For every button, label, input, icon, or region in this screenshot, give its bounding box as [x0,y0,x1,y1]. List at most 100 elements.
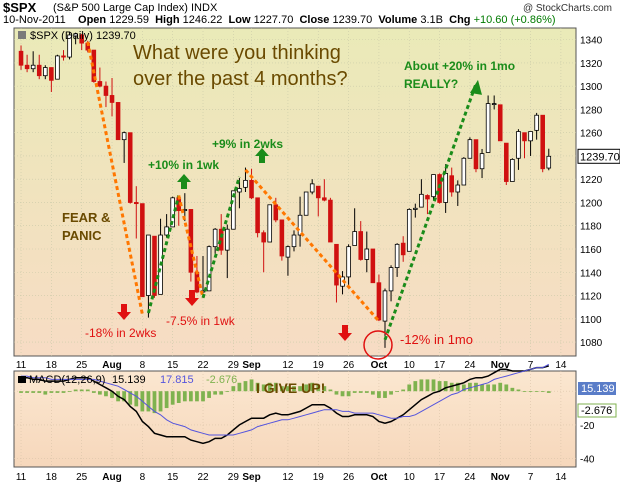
x-tick-label-macd: 29 [228,472,240,483]
histogram-bar [55,391,60,393]
histogram-bar [370,391,375,395]
candle-body [491,103,497,106]
macd-legend-hist: -2.676 [206,374,237,386]
candle-body [328,199,333,243]
histogram-bar [49,391,54,393]
candle-body [218,228,224,251]
candle-body [164,226,169,236]
histogram-bar [37,391,42,393]
candle-body [528,131,533,142]
down-trend-line-1 [86,41,144,315]
price-y-tick-label: 1200 [580,198,603,209]
candle-body [443,172,448,203]
fear-label-2: PANIC [62,228,102,243]
candle-body [413,207,418,210]
histogram-bar [334,391,339,395]
volume-value: 3.1B [420,14,443,26]
histogram-bar [243,381,248,392]
volume-label: Volume [378,14,418,26]
histogram-bar [340,391,345,397]
candle-body [297,214,303,236]
candle-body [188,209,194,273]
candle-body [261,232,266,243]
drop-arrow-1 [117,304,131,320]
histogram-bar [195,391,199,402]
candle-body [134,202,139,205]
histogram-bar [425,379,430,392]
histogram-bar [395,391,400,393]
histogram-bar [528,391,533,393]
candle-body [212,228,218,248]
high-value: 1246.22 [182,14,223,26]
up-trend-line-3 [383,83,478,341]
histogram-bar [267,382,272,392]
candle-body [109,95,115,103]
candle-body [346,246,351,278]
candle-body [334,243,339,286]
candle-body [291,234,297,248]
x-tick-label-price: 29 [228,360,240,371]
histogram-bar [364,391,369,393]
candle-body [370,248,376,284]
histogram-bar [534,391,539,393]
x-tick-label-macd: 12 [282,472,294,483]
histogram-bar [219,391,224,395]
price-y-tick-label: 1120 [580,292,602,303]
x-tick-label-macd: 14 [555,472,567,483]
histogram-bar [358,391,363,393]
histogram-bar [449,382,454,392]
candle-body [43,67,48,77]
x-tick-label-macd: 18 [46,472,58,483]
histogram-bar [383,391,387,398]
histogram-bar [249,379,254,392]
candle-body [255,197,260,234]
candle-body [449,175,454,193]
histogram-bar [98,391,102,395]
candle-body [79,34,84,44]
histogram-bar [61,391,66,393]
candle-body [55,55,60,80]
candle-body [267,204,273,243]
headline-line-1: What were you thinking [133,42,341,64]
histogram-bar [104,391,108,397]
histogram-bar [298,386,302,392]
histogram-bar [231,386,236,392]
histogram-bar [110,391,114,398]
symbol-label: $SPX [3,0,37,15]
drop-label-2: -7.5% in 1wk [166,314,236,328]
x-tick-label-macd: 26 [343,472,355,483]
candle-body [431,174,436,198]
candle-body [121,132,127,141]
macd-legend-label: MACD(12,26,9) [29,374,105,386]
histogram-bar [79,389,84,392]
histogram-bar [273,382,278,392]
price-y-tick-label: 1280 [580,105,603,116]
x-tick-label-price: 19 [313,360,325,371]
macd-y-tick-label: -20 [580,421,595,432]
x-tick-label-macd: 22 [197,472,209,483]
histogram-bar [134,391,139,407]
candle-body [455,184,461,193]
candle-body [194,271,200,293]
last-price-tag-box [577,148,620,164]
histogram-bar [146,391,151,412]
histogram-bar [486,384,490,392]
histogram-bar [480,384,484,392]
x-tick-label-macd: 11 [16,472,27,483]
candle-body [237,188,242,193]
candle-body [406,209,412,252]
candle-body [146,234,151,296]
candle-body [534,114,539,131]
histogram-bar [128,391,133,405]
candle-body [461,157,467,186]
candle-body [170,197,175,228]
drop-label-3: -12% in 1mo [400,332,473,347]
x-tick-label-price: Nov [491,360,510,371]
candle-body [224,228,230,251]
drop-arrow-3 [338,325,352,341]
price-legend: $SPX (Daily) 1239.70 [18,30,136,42]
x-tick-label-price: 25 [76,360,88,371]
histogram-bar [461,384,466,392]
candle-body [243,179,248,188]
candle-body [322,197,327,201]
